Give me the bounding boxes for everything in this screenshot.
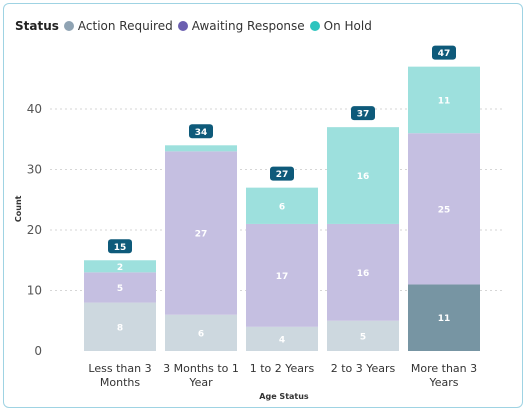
x-tick-label-0-0: Less than 3 xyxy=(88,362,151,375)
y-tick-label-10: 10 xyxy=(27,284,42,298)
legend-label-action-required: Action Required xyxy=(77,19,173,33)
y-tick-label-40: 40 xyxy=(27,102,42,116)
bar-segment-3-1 xyxy=(327,223,399,321)
segment-label-0-0: 8 xyxy=(117,323,123,333)
segment-label-2-0: 4 xyxy=(279,335,285,345)
x-tick-label-0-1: Months xyxy=(100,376,140,389)
legend-swatch-action-required xyxy=(63,21,74,31)
bar-segment-1-0 xyxy=(165,314,237,351)
bar-segment-0-2 xyxy=(84,260,156,273)
bar-segment-2-1 xyxy=(246,223,318,327)
x-tick-label-4-0: More than 3 xyxy=(411,362,477,375)
bar-segment-4-2 xyxy=(408,66,480,134)
x-tick-label-2-0: 1 to 2 Years xyxy=(250,362,315,375)
bar-segment-3-2 xyxy=(327,127,399,224)
segment-label-4-1: 25 xyxy=(438,205,451,215)
segment-label-3-0: 5 xyxy=(360,332,366,342)
segment-label-1-1: 27 xyxy=(195,230,208,240)
segment-label-2-1: 17 xyxy=(276,272,289,282)
segment-label-2-2: 6 xyxy=(279,202,285,212)
total-badge-4 xyxy=(432,45,456,60)
chart-legend: Status Action Required Awaiting Response… xyxy=(15,18,377,34)
legend-item-awaiting-response[interactable]: Awaiting Response xyxy=(177,19,305,33)
segment-label-4-2: 11 xyxy=(438,96,451,106)
total-badge-2 xyxy=(270,166,294,181)
y-tick-label-20: 20 xyxy=(27,223,42,237)
x-tick-label-1-0: 3 Months to 1 xyxy=(163,362,239,375)
total-label-1: 34 xyxy=(195,128,208,138)
segment-label-0-1: 5 xyxy=(117,284,123,294)
legend-item-on-hold[interactable]: On Hold xyxy=(309,19,372,33)
segment-label-0-2: 2 xyxy=(117,263,123,273)
legend-title: Status xyxy=(15,19,59,33)
legend-label-on-hold: On Hold xyxy=(323,19,372,33)
legend-label-awaiting-response: Awaiting Response xyxy=(191,19,305,33)
total-badge-0 xyxy=(108,239,132,254)
bar-segment-3-0 xyxy=(327,320,399,351)
legend-item-action-required[interactable]: Action Required xyxy=(63,19,173,33)
segment-label-4-0: 11 xyxy=(438,314,451,324)
total-badge-1 xyxy=(189,124,213,139)
bar-segment-0-0 xyxy=(84,302,156,351)
bar-segment-2-2 xyxy=(246,187,318,224)
legend-swatch-awaiting-response xyxy=(177,21,188,31)
bar-segment-4-0 xyxy=(408,284,480,351)
x-tick-label-4-1: Years xyxy=(428,376,458,389)
total-label-3: 37 xyxy=(357,110,370,120)
x-axis-label: Age Status xyxy=(259,392,309,401)
legend-swatch-on-hold xyxy=(309,21,320,31)
total-label-2: 27 xyxy=(276,170,289,180)
bar-segment-0-1 xyxy=(84,272,156,303)
y-tick-label-30: 30 xyxy=(27,163,42,177)
segment-label-3-2: 16 xyxy=(357,172,370,182)
bar-segment-2-0 xyxy=(246,326,318,351)
y-tick-label-0: 0 xyxy=(34,344,42,358)
bar-segment-4-1 xyxy=(408,133,480,285)
segment-label-3-1: 16 xyxy=(357,269,370,279)
x-tick-label-3-0: 2 to 3 Years xyxy=(331,362,396,375)
x-tick-label-1-1: Year xyxy=(188,376,213,389)
total-label-4: 47 xyxy=(438,49,451,59)
y-axis-label: Count xyxy=(14,195,23,222)
bar-segment-1-1 xyxy=(165,151,237,315)
total-badge-3 xyxy=(351,106,375,121)
bar-segment-1-2 xyxy=(165,145,237,152)
segment-label-1-0: 6 xyxy=(198,329,204,339)
total-label-0: 15 xyxy=(114,243,127,253)
